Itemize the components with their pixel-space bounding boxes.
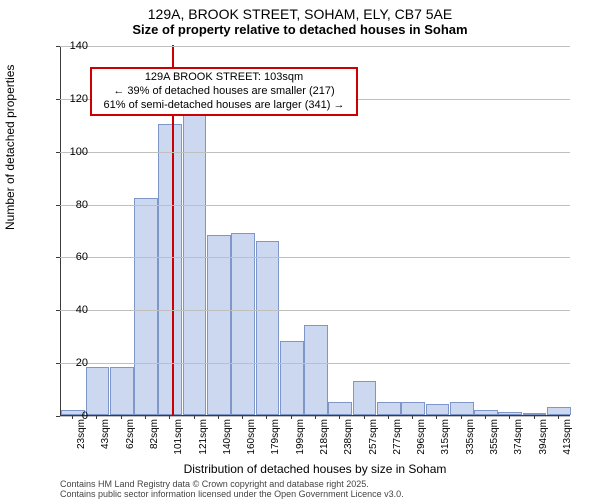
y-tick-label: 120: [62, 93, 88, 105]
credits-line-2: Contains public sector information licen…: [60, 490, 404, 500]
x-tick-label: 277sqm: [392, 419, 403, 459]
annotation-smaller: ← 39% of detached houses are smaller (21…: [96, 85, 352, 99]
x-tick-mark: [194, 415, 195, 419]
x-tick-mark: [169, 415, 170, 419]
x-tick-label: 199sqm: [295, 419, 306, 459]
x-tick-label: 121sqm: [198, 419, 209, 459]
x-tick-mark: [436, 415, 437, 419]
x-tick-label: 296sqm: [416, 419, 427, 459]
x-tick-mark: [364, 415, 365, 419]
bar: [86, 367, 110, 415]
x-tick-label: 413sqm: [562, 419, 573, 459]
bar: [207, 235, 231, 415]
bar: [547, 407, 571, 415]
gridline: [60, 363, 570, 364]
annotation-box: 129A BROOK STREET: 103sqm← 39% of detach…: [90, 67, 358, 116]
x-tick-label: 374sqm: [513, 419, 524, 459]
y-tick-label: 20: [62, 357, 88, 369]
x-tick-label: 23sqm: [76, 419, 87, 459]
bar: [110, 367, 134, 415]
x-tick-label: 238sqm: [343, 419, 354, 459]
y-tick-label: 40: [62, 304, 88, 316]
y-tick-label: 60: [62, 251, 88, 263]
annotation-larger: 61% of semi-detached houses are larger (…: [96, 99, 352, 113]
y-tick-mark: [56, 205, 60, 206]
gridline: [60, 205, 570, 206]
bar: [377, 402, 401, 415]
y-tick-mark: [56, 363, 60, 364]
bar: [231, 233, 255, 415]
x-tick-mark: [121, 415, 122, 419]
bar: [280, 341, 304, 415]
bar: [256, 241, 280, 415]
bar: [450, 402, 474, 415]
x-tick-mark: [242, 415, 243, 419]
x-tick-mark: [388, 415, 389, 419]
y-tick-label: 140: [62, 40, 88, 52]
x-tick-mark: [291, 415, 292, 419]
y-tick-mark: [56, 152, 60, 153]
bar: [426, 404, 450, 415]
y-tick-label: 80: [62, 199, 88, 211]
x-tick-mark: [534, 415, 535, 419]
x-tick-label: 160sqm: [246, 419, 257, 459]
x-tick-mark: [485, 415, 486, 419]
x-tick-mark: [558, 415, 559, 419]
bar: [158, 124, 182, 415]
bar: [328, 402, 352, 415]
x-tick-label: 315sqm: [440, 419, 451, 459]
x-tick-label: 140sqm: [222, 419, 233, 459]
bar: [183, 114, 207, 415]
x-tick-mark: [266, 415, 267, 419]
bar: [134, 198, 158, 415]
x-tick-mark: [72, 415, 73, 419]
x-tick-label: 335sqm: [465, 419, 476, 459]
y-tick-mark: [56, 46, 60, 47]
y-tick-mark: [56, 310, 60, 311]
gridline: [60, 46, 570, 47]
x-tick-label: 43sqm: [100, 419, 111, 459]
x-tick-mark: [145, 415, 146, 419]
gridline: [60, 310, 570, 311]
chart-subtitle: Size of property relative to detached ho…: [0, 22, 600, 37]
credits: Contains HM Land Registry data © Crown c…: [60, 480, 404, 500]
x-tick-label: 394sqm: [538, 419, 549, 459]
x-tick-mark: [461, 415, 462, 419]
y-tick-label: 100: [62, 146, 88, 158]
x-tick-label: 101sqm: [173, 419, 184, 459]
y-tick-mark: [56, 99, 60, 100]
chart-title: 129A, BROOK STREET, SOHAM, ELY, CB7 5AE: [0, 6, 600, 22]
x-tick-label: 82sqm: [149, 419, 160, 459]
x-tick-mark: [412, 415, 413, 419]
x-tick-label: 62sqm: [125, 419, 136, 459]
x-tick-label: 179sqm: [270, 419, 281, 459]
x-axis-label: Distribution of detached houses by size …: [60, 462, 570, 476]
bar: [304, 325, 328, 415]
y-tick-mark: [56, 416, 60, 417]
gridline: [60, 257, 570, 258]
gridline: [60, 152, 570, 153]
histogram-chart: 129A, BROOK STREET, SOHAM, ELY, CB7 5AE …: [0, 0, 600, 500]
x-tick-mark: [509, 415, 510, 419]
annotation-header: 129A BROOK STREET: 103sqm: [96, 71, 352, 85]
x-tick-label: 257sqm: [368, 419, 379, 459]
bar: [353, 381, 377, 415]
x-tick-label: 355sqm: [489, 419, 500, 459]
x-tick-label: 218sqm: [319, 419, 330, 459]
x-tick-mark: [96, 415, 97, 419]
bar: [401, 402, 425, 415]
y-axis-label: Number of detached properties: [3, 65, 17, 230]
x-tick-mark: [315, 415, 316, 419]
x-tick-mark: [218, 415, 219, 419]
x-tick-mark: [339, 415, 340, 419]
y-tick-mark: [56, 257, 60, 258]
